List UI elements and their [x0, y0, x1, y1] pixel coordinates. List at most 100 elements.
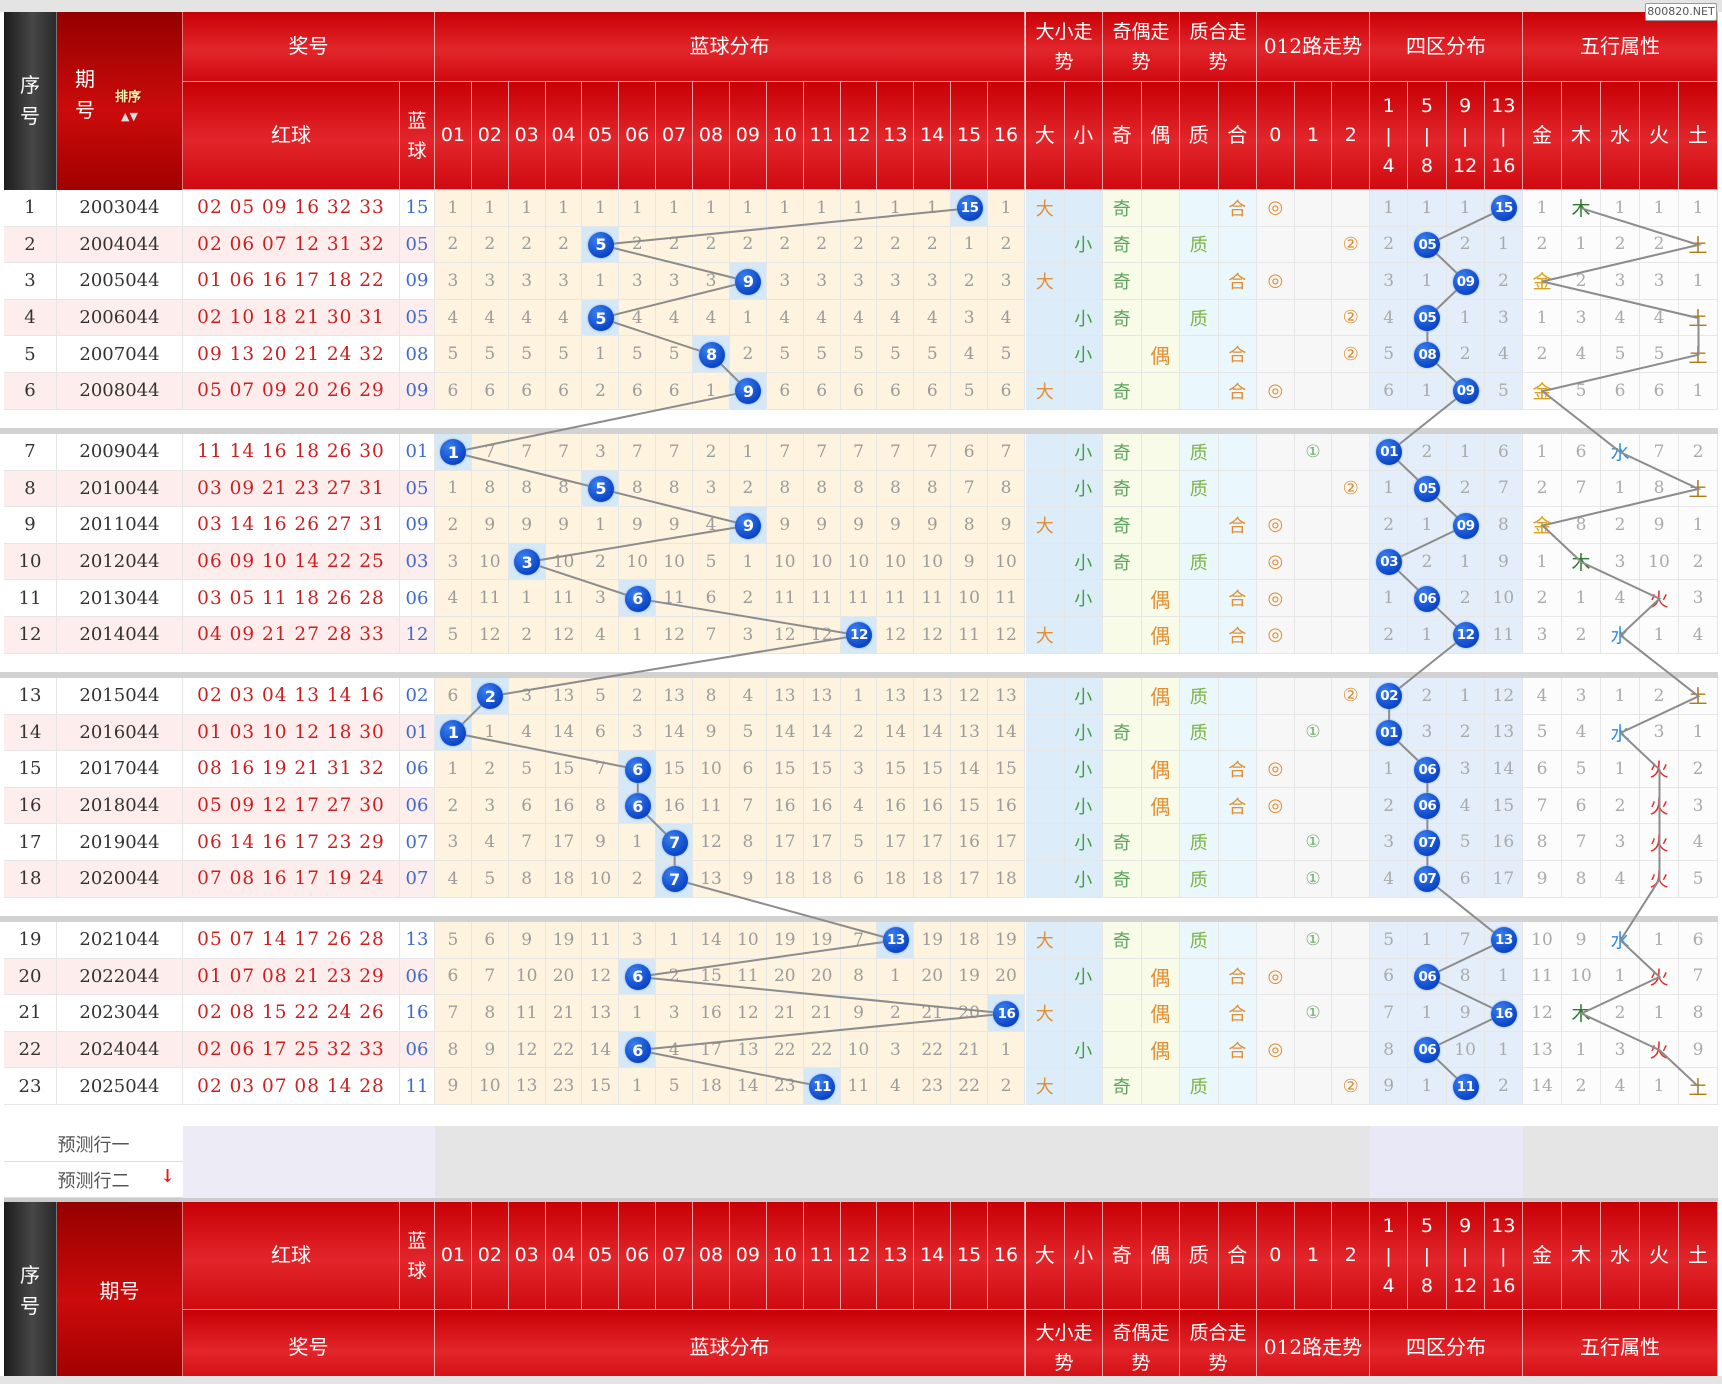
row-20-bs-0: [1026, 958, 1065, 996]
row-2-miss-11: 2: [803, 226, 841, 264]
row-3-miss-8: 3: [693, 263, 730, 300]
row-5-pc-1: 合: [1218, 336, 1257, 373]
row-15-red-balls: 08 16 19 21 31 32: [183, 751, 400, 788]
blue-ball-marker: 6: [624, 963, 651, 990]
row-13-route-0: [1257, 678, 1295, 715]
row-10-miss-11: 10: [803, 543, 841, 581]
sort-arrows-icon[interactable]: ▲▼: [121, 110, 138, 123]
row-21-red-balls: 02 08 15 22 24 26: [183, 995, 400, 1032]
row-10-miss-4: 10: [545, 543, 583, 581]
row-18-bs-1: 小: [1064, 861, 1103, 898]
row-6-wx-4: 1: [1679, 373, 1718, 410]
row-8-zone-3: 7: [1484, 470, 1523, 508]
row-20-wx-2: 1: [1601, 958, 1640, 996]
row-10-route-0: ◎: [1257, 543, 1295, 581]
row-6-miss-16: 6: [988, 373, 1025, 410]
row-16-miss-1: 2: [435, 787, 472, 825]
row-14-bs-1: 小: [1064, 714, 1103, 752]
row-5-route-1: [1294, 336, 1333, 373]
row-16-miss-2: 3: [471, 787, 509, 825]
footer-zone-col-0: 1 | 4: [1370, 1202, 1409, 1310]
row-6-miss-12: 6: [840, 373, 878, 410]
row-10-miss-1: 3: [435, 543, 472, 581]
row-17-miss-8: 12: [693, 824, 730, 861]
row-9-oe-0: 奇: [1103, 507, 1142, 544]
row-5-miss-16: 5: [988, 336, 1025, 373]
row-14-seq: 14: [4, 714, 57, 752]
row-23-miss-8: 18: [693, 1068, 730, 1105]
predict-row-1[interactable]: 预测行一: [4, 1126, 183, 1162]
predict-row-2[interactable]: 预测行二: [4, 1162, 183, 1198]
row-15-wx-3: 火: [1640, 751, 1679, 788]
row-3-wx-2: 3: [1601, 263, 1640, 300]
row-21-zone-0: 7: [1370, 995, 1409, 1032]
row-17-miss-12: 5: [840, 824, 878, 861]
row-4-miss-11: 4: [803, 299, 841, 337]
row-20-wx-1: 10: [1562, 958, 1601, 996]
row-19-oe-0: 奇: [1103, 922, 1142, 959]
header-blue-col-16: 16: [988, 82, 1025, 190]
row-16-miss-9: 7: [729, 787, 767, 825]
row-2-pc-0: 质: [1180, 226, 1219, 264]
row-7-oe-0: 奇: [1103, 434, 1142, 471]
row-22-wx-2: 3: [1601, 1031, 1640, 1069]
row-13-miss-11: 13: [803, 678, 841, 715]
row-15-pc-0: [1180, 751, 1219, 788]
row-7-miss-13: 7: [877, 434, 915, 471]
row-11-miss-14: 11: [914, 580, 952, 617]
row-7-wx-4: 2: [1679, 434, 1718, 471]
row-13-miss-16: 13: [988, 678, 1025, 715]
row-17-pc-1: [1218, 824, 1257, 861]
row-17-miss-2: 4: [471, 824, 509, 861]
row-2-zone-2: 2: [1446, 226, 1485, 264]
header-route-col-2: 2: [1332, 82, 1371, 190]
row-2-miss-7: 2: [656, 226, 694, 264]
row-7-miss-5: 3: [582, 434, 620, 471]
row-20-miss-9: 11: [729, 958, 767, 996]
row-17-wx-4: 4: [1679, 824, 1718, 861]
footer-seq: 序 号: [4, 1202, 57, 1380]
sort-badge[interactable]: 排序: [115, 90, 142, 105]
row-8-miss-15: 7: [951, 470, 989, 508]
row-5-bs-0: [1026, 336, 1065, 373]
row-9-miss-8: 4: [693, 507, 730, 544]
row-19-miss-16: 19: [988, 922, 1025, 959]
row-20-wx-3: 火: [1640, 958, 1679, 996]
footer-zone-col-3: 13 | 16: [1484, 1202, 1523, 1310]
row-3-miss-15: 2: [951, 263, 989, 300]
header-pc-col-0: 质: [1180, 82, 1219, 190]
row-23-seq: 23: [4, 1068, 57, 1105]
row-20-seq: 20: [4, 958, 57, 996]
row-21-wx-4: 8: [1679, 995, 1718, 1032]
row-6-period: 2008044: [57, 373, 183, 410]
row-7-miss-4: 7: [545, 434, 583, 471]
row-23-miss-6: 1: [619, 1068, 657, 1105]
down-arrow-icon[interactable]: ↓: [160, 1166, 176, 1187]
header-route: 012路走势: [1257, 12, 1370, 82]
footer-blue-col-13: 13: [877, 1202, 915, 1310]
row-13-miss-7: 13: [656, 678, 694, 715]
row-13-miss-8: 8: [693, 678, 730, 715]
header-period[interactable]: 期 号 排序 ▲▼: [57, 12, 183, 190]
row-9-miss-7: 9: [656, 507, 694, 544]
row-18-miss-4: 18: [545, 861, 583, 898]
row-21-period: 2023044: [57, 995, 183, 1032]
row-1-miss-16: 1: [988, 190, 1025, 227]
row-13-oe-1: 偶: [1141, 678, 1180, 715]
row-4-wx-4: 土: [1679, 299, 1718, 337]
row-23-route-0: [1257, 1068, 1295, 1105]
row-21-miss-9: 12: [729, 995, 767, 1032]
row-19-miss-4: 19: [545, 922, 583, 959]
row-8-blue-ball: 05: [400, 470, 435, 508]
row-2-seq: 2: [4, 226, 57, 264]
row-7-miss-14: 7: [914, 434, 952, 471]
row-11-oe-0: [1103, 580, 1142, 617]
row-17-zone-0: 3: [1370, 824, 1409, 861]
row-8-miss-2: 8: [471, 470, 509, 508]
row-9-oe-1: [1141, 507, 1180, 544]
row-5-miss-7: 5: [656, 336, 694, 373]
row-9-miss-15: 8: [951, 507, 989, 544]
row-4-zone-0: 4: [1370, 299, 1409, 337]
row-11-miss-16: 11: [988, 580, 1025, 617]
row-15-miss-13: 15: [877, 751, 915, 788]
